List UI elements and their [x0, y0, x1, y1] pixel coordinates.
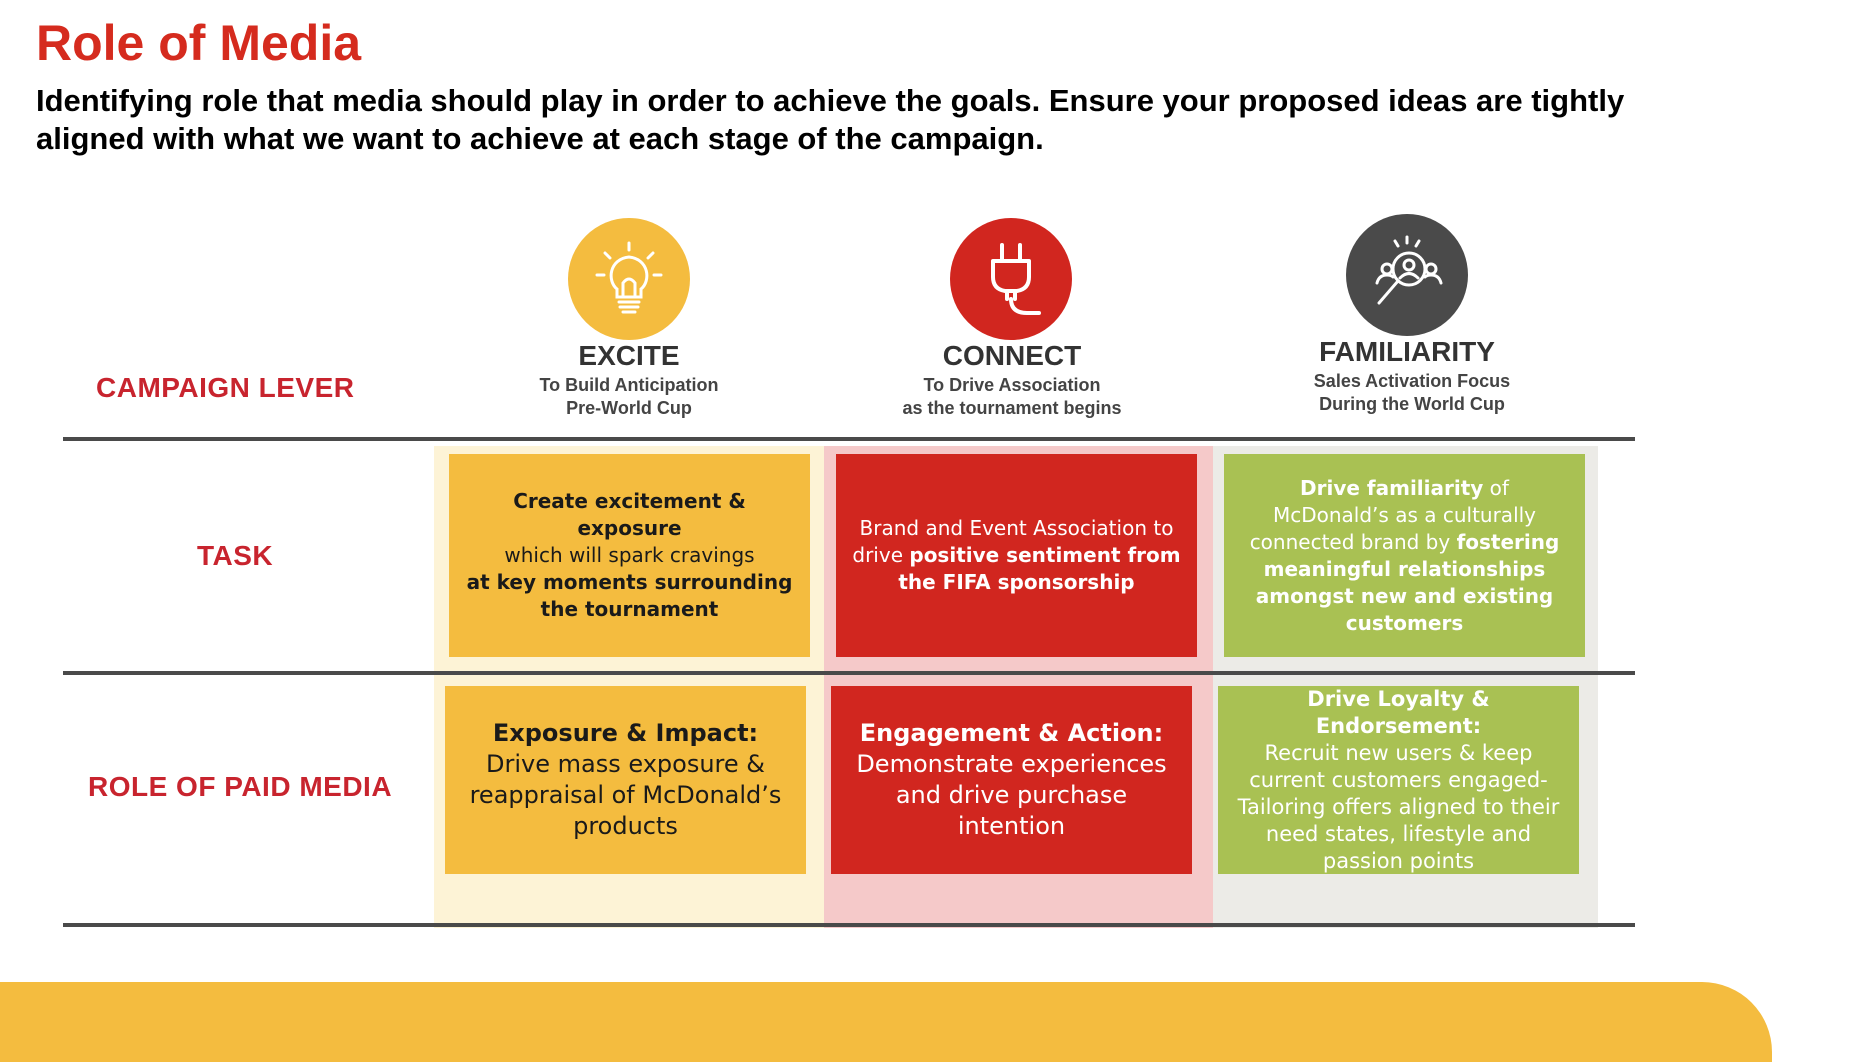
task-familiarity-text-3: fostering meaningful relationships among…	[1255, 529, 1560, 635]
divider-middle	[63, 671, 1635, 675]
media-connect-box: Engagement & Action: Demonstrate experie…	[831, 686, 1192, 874]
lever-sub-familiarity-2: During the World Cup	[1319, 394, 1505, 414]
page-subtitle: Identifying role that media should play …	[36, 83, 1625, 156]
divider-bottom	[63, 923, 1635, 927]
task-connect-text-1: Brand and Event Association to drive	[852, 516, 1174, 567]
lever-name-connect: CONNECT	[942, 340, 1082, 371]
task-familiarity-box: Drive familiarity of McDonald’s as a cul…	[1224, 454, 1585, 657]
lever-name-excite: EXCITE	[578, 340, 680, 371]
lightbulb-icon	[568, 218, 690, 340]
divider-top	[63, 437, 1635, 441]
media-familiarity-box: Drive Loyalty & Endorsement: Recruit new…	[1218, 686, 1579, 874]
task-excite-text-1: Create excitement & exposure	[513, 489, 746, 540]
lever-sub-connect-1: To Drive Association	[923, 375, 1101, 395]
lever-sub-excite-1: To Build Anticipation	[539, 375, 719, 395]
lever-sub-familiarity-1: Sales Activation Focus	[1313, 371, 1511, 391]
media-connect-body: Demonstrate experiences and drive purcha…	[856, 750, 1167, 840]
audience-search-icon	[1346, 214, 1468, 336]
row-label-campaign-lever: CAMPAIGN LEVER	[96, 372, 355, 403]
media-excite-heading: Exposure & Impact:	[492, 719, 759, 747]
task-familiarity-text-1: Drive familiarity	[1300, 475, 1484, 500]
task-excite-box: Create excitement & exposure which will …	[449, 454, 810, 657]
lever-name-familiarity: FAMILIARITY	[1319, 336, 1495, 367]
task-connect-text-2: positive sentiment from the FIFA sponsor…	[898, 543, 1181, 594]
footer-bar	[0, 982, 1772, 1062]
task-connect-box: Brand and Event Association to drive pos…	[836, 454, 1197, 657]
media-connect-heading: Engagement & Action:	[859, 719, 1164, 747]
plug-icon	[950, 218, 1072, 340]
page-title: Role of Media	[36, 15, 362, 71]
row-label-role-of-paid-media: ROLE OF PAID MEDIA	[88, 771, 393, 802]
media-excite-body: Drive mass exposure & reappraisal of McD…	[469, 750, 782, 840]
media-familiarity-body: Recruit new users & keep current custome…	[1237, 740, 1560, 873]
task-excite-text-3: at key moments surrounding the tournamen…	[466, 570, 793, 621]
media-familiarity-heading: Drive Loyalty & Endorsement:	[1307, 686, 1490, 738]
row-label-task: TASK	[197, 540, 274, 571]
lever-sub-excite-2: Pre-World Cup	[566, 398, 692, 418]
media-excite-box: Exposure & Impact: Drive mass exposure &…	[445, 686, 806, 874]
lever-sub-connect-2: as the tournament begins	[902, 398, 1122, 418]
task-familiarity-text-2: of McDonald’s as a culturally connected …	[1249, 475, 1537, 554]
task-excite-text-2: which will spark cravings	[504, 543, 755, 567]
